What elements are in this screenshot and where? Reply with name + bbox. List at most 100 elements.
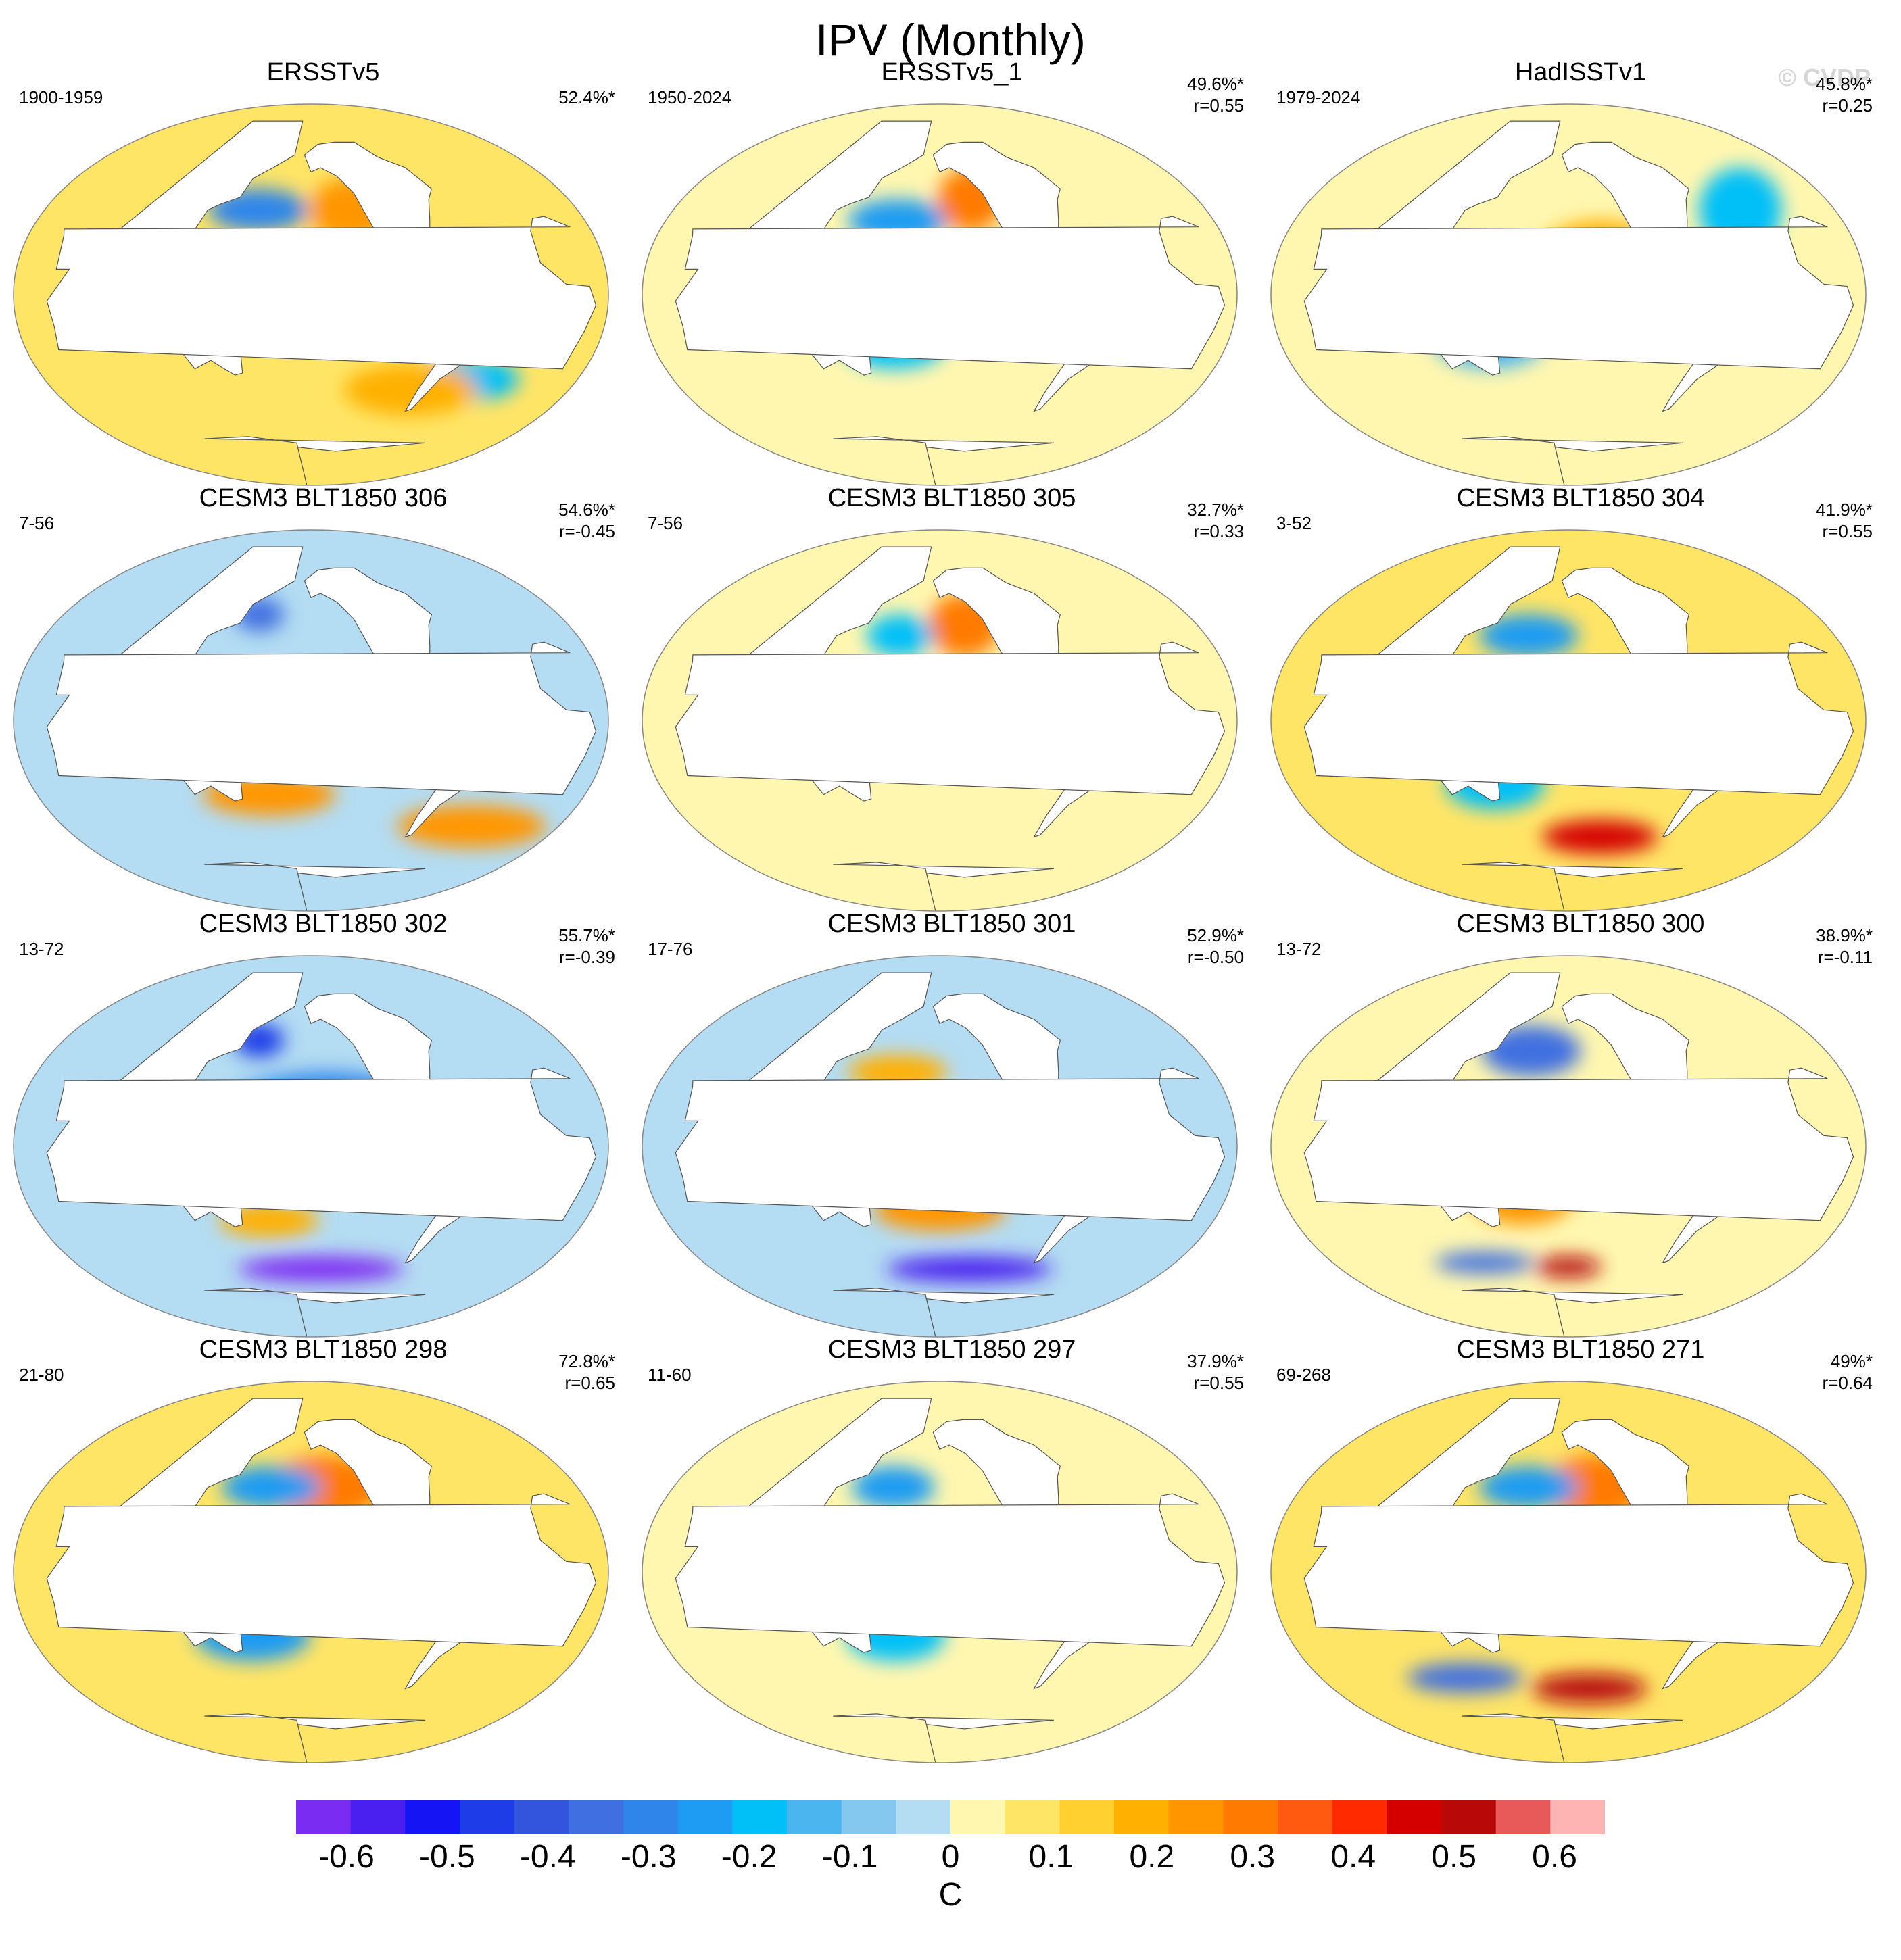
panel-years: 13-72	[19, 939, 64, 959]
colorbar-tick-label: -0.5	[419, 1839, 475, 1875]
panel-years: 3-52	[1276, 513, 1312, 533]
land-antarctica	[833, 1288, 1055, 1337]
map-outline	[642, 955, 1238, 1338]
anomaly-region	[867, 614, 934, 657]
colorbar-tick-label: -0.4	[519, 1839, 576, 1875]
anomaly-region	[886, 1256, 1052, 1282]
panel-variance-pct: 72.8%*	[558, 1351, 615, 1371]
colorbar-swatch	[1441, 1800, 1497, 1834]
colorbar-swatch	[677, 1800, 733, 1834]
colorbar-swatch	[1168, 1800, 1224, 1834]
colorbar-swatch	[1005, 1800, 1060, 1834]
panel-title: CESM3 BLT1850 305	[827, 484, 1076, 512]
colorbar-tick-label: 0.3	[1230, 1839, 1276, 1875]
panel-years: 7-56	[19, 513, 55, 533]
map-outline	[1270, 103, 1867, 486]
map-panel: CESM3 BLT1850 302 13-72 55.7%* r=-0.39	[7, 908, 640, 1338]
panel-variance-pct: 54.6%*	[558, 499, 615, 520]
colorbar-swatch	[1114, 1800, 1170, 1834]
map-panel: CESM3 BLT1850 271 69-268 49%* r=0.64	[1264, 1334, 1897, 1763]
anomaly-region	[238, 1256, 404, 1282]
map-panel: CESM3 BLT1850 297 11-60 37.9%* r=0.55	[635, 1334, 1268, 1763]
map-panel: HadISSTv1 1979-2024 45.8%* r=0.25	[1264, 57, 1897, 486]
panel-pattern-correlation: r=0.55	[1822, 521, 1873, 541]
anomaly-region	[1435, 1252, 1535, 1273]
panel-title: CESM3 BLT1850 302	[199, 910, 448, 938]
map-panel: CESM3 BLT1850 305 7-56 32.7%* r=0.33	[635, 483, 1268, 912]
colorbar-swatch	[569, 1800, 624, 1834]
map-panel: ERSSTv5 1900-1959 52.4%*	[7, 57, 640, 486]
panel-title: CESM3 BLT1850 304	[1456, 484, 1705, 512]
colorbar-swatch	[1387, 1800, 1442, 1834]
land-africa	[675, 641, 1226, 795]
panel-variance-pct: 32.7%*	[1187, 499, 1244, 520]
land-africa	[46, 1067, 597, 1221]
map-panel: CESM3 BLT1850 304 3-52 41.9%* r=0.55	[1264, 483, 1897, 912]
map-panel: CESM3 BLT1850 298 21-80 72.8%* r=0.65	[7, 1334, 640, 1763]
panel-pattern-correlation: r=0.55	[1193, 1373, 1244, 1393]
panel-years: 21-80	[19, 1365, 64, 1385]
map-outline	[13, 955, 609, 1338]
colorbar-swatch	[514, 1800, 569, 1834]
anomaly-region	[1478, 1466, 1579, 1509]
land-antarctica	[1462, 1288, 1683, 1337]
colorbar-tick-label: 0.6	[1532, 1839, 1577, 1875]
colorbar-units: C	[938, 1877, 963, 1913]
panel-title: CESM3 BLT1850 300	[1456, 910, 1705, 938]
panel-title: CESM3 BLT1850 301	[827, 910, 1076, 938]
panel-title: CESM3 BLT1850 306	[199, 484, 448, 512]
sst-pattern-map	[1270, 955, 1867, 1338]
map-outline	[642, 103, 1238, 486]
land-antarctica	[1462, 862, 1683, 911]
sst-pattern-map	[642, 955, 1238, 1338]
panel-title: HadISSTv1	[1514, 58, 1647, 87]
panel-variance-pct: 41.9%*	[1816, 499, 1873, 520]
anomaly-region	[219, 1203, 319, 1238]
panel-title: ERSSTv5_1	[881, 58, 1023, 87]
panel-pattern-correlation: r=0.65	[564, 1373, 615, 1393]
colorbar-swatch	[732, 1800, 788, 1834]
land-africa	[1303, 1493, 1854, 1647]
colorbar-swatch	[1059, 1800, 1115, 1834]
colorbar-tick-label: 0.4	[1330, 1839, 1376, 1875]
panel-years: 1900-1959	[19, 87, 103, 107]
colorbar-swatch	[841, 1800, 896, 1834]
colorbar-swatch	[1550, 1800, 1605, 1834]
panel-title: CESM3 BLT1850 298	[199, 1336, 448, 1364]
panel-pattern-correlation: r=-0.11	[1817, 947, 1873, 967]
map-panel: ERSSTv5_1 1950-2024 49.6%* r=0.55	[635, 57, 1268, 486]
panel-pattern-correlation: r=-0.45	[558, 521, 615, 541]
land-africa	[46, 641, 597, 795]
colorbar	[296, 1800, 1605, 1834]
map-panel: CESM3 BLT1850 300 13-72 38.9%* r=-0.11	[1264, 908, 1897, 1338]
panel-variance-pct: 52.9%*	[1187, 925, 1244, 946]
anomaly-region	[1481, 1025, 1581, 1077]
colorbar-tick-label: 0	[941, 1839, 960, 1875]
map-panel: CESM3 BLT1850 306 7-56 54.6%* r=-0.45	[7, 483, 640, 912]
map-outline	[13, 529, 609, 912]
sst-pattern-map	[642, 1381, 1238, 1763]
anomaly-region	[852, 1466, 935, 1509]
panel-variance-pct: 49.6%*	[1187, 74, 1244, 94]
land-africa	[1303, 216, 1854, 370]
sst-pattern-map	[642, 103, 1238, 486]
colorbar-swatch	[405, 1800, 460, 1834]
land-antarctica	[204, 1288, 426, 1337]
colorbar-swatch	[296, 1800, 352, 1834]
colorbar-swatch	[1332, 1800, 1387, 1834]
land-africa	[1303, 1067, 1854, 1221]
map-outline	[13, 103, 609, 486]
panel-title: CESM3 BLT1850 297	[827, 1336, 1076, 1364]
panel-pattern-correlation: r=-0.39	[558, 947, 615, 967]
land-antarctica	[833, 862, 1055, 911]
panel-pattern-correlation: r=0.55	[1193, 95, 1244, 116]
land-africa	[675, 216, 1226, 370]
land-antarctica	[1462, 1713, 1683, 1763]
colorbar-tick-label: 0.1	[1028, 1839, 1074, 1875]
panel-variance-pct: 49%*	[1830, 1351, 1873, 1371]
panel-pattern-correlation: r=0.64	[1822, 1373, 1873, 1393]
anomaly-region	[1407, 1663, 1523, 1693]
anomaly-region	[1535, 1256, 1602, 1278]
map-panel: CESM3 BLT1850 301 17-76 52.9%* r=-0.50	[635, 908, 1268, 1338]
map-outline	[642, 529, 1238, 912]
